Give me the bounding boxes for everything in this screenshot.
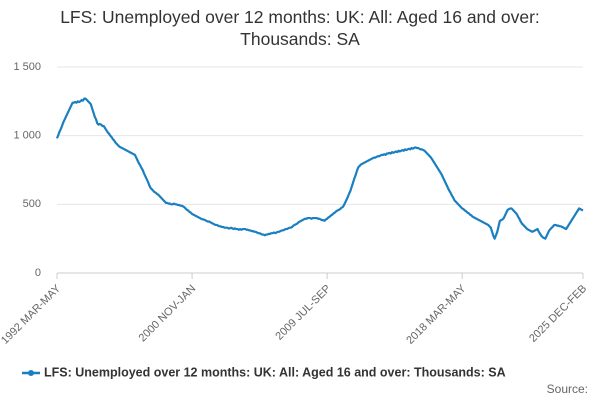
chart-title: LFS: Unemployed over 12 months: UK: All:… <box>60 7 540 49</box>
x-tick-label: 2018 MAR-MAY <box>404 282 469 347</box>
x-tick-label: 2000 NOV-JAN <box>137 283 199 345</box>
y-tick-label: 1 000 <box>13 130 41 142</box>
source: Source: <box>547 382 588 396</box>
series-line <box>55 97 584 240</box>
x-tick-label: 2009 JUL-SEP <box>273 283 333 343</box>
x-tick-label: 2025 DEC-FEB <box>527 283 589 345</box>
y-tick-label: 500 <box>23 198 41 210</box>
x-tick-label: 1992 MAR-MAY <box>0 282 64 347</box>
legend-label: LFS: Unemployed over 12 months: UK: All:… <box>44 365 506 379</box>
y-tick-label: 0 <box>35 267 41 279</box>
legend-marker <box>28 370 34 376</box>
y-tick-label: 1 500 <box>13 61 41 73</box>
